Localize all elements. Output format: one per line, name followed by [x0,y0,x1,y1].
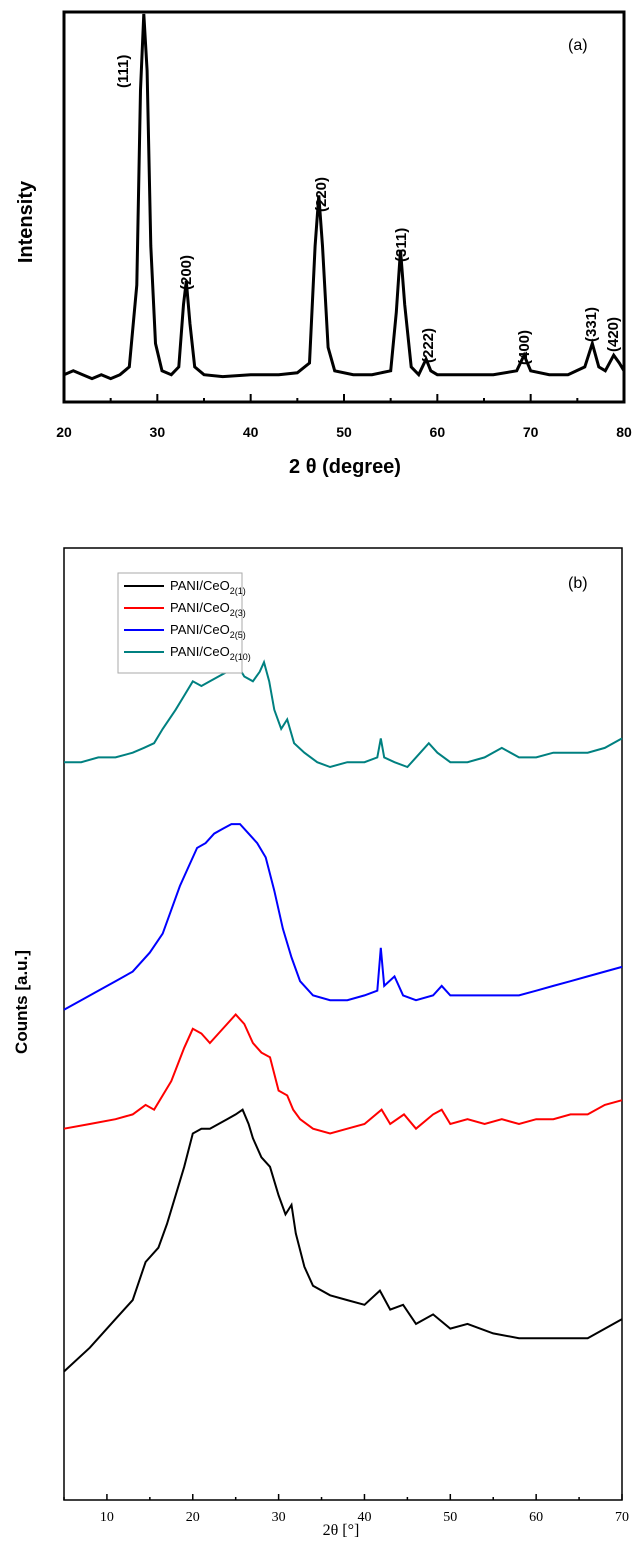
x-axis-title-a: 2 θ (degree) [289,456,401,478]
peak-label: (400) [516,330,533,365]
x-tick-label-a: 80 [616,424,632,440]
series-line-1 [63,1108,623,1373]
x-axis-b: 10 20 30 40 50 60 70 [63,1494,629,1525]
peak-labels-a: (111) (200) (220) (311) (222) (400) (331) (420) [115,55,622,365]
peak-label: (331) [583,307,600,342]
legend-label: PANI/CeO2(5) [170,622,246,640]
peak-label: (200) [178,255,195,290]
legend-box [117,572,243,674]
panel-label-a: (a) [568,37,588,54]
plot-frame-b [63,547,623,1501]
x-tick-label-a: 50 [336,424,352,440]
legend-label: PANI/CeO2(3) [170,600,246,618]
y-axis-title-a: Intensity [15,180,37,263]
panel-a: 20 30 40 50 60 70 80 (111) (200) (220) (311) (222)… [15,10,632,478]
panel-label-b: (b) [568,575,588,592]
legend-label: PANI/CeO2(1) [170,578,246,596]
peak-label: (220) [313,177,330,212]
x-tick-label-b: 40 [357,1510,371,1525]
series-lines-b [63,659,623,1373]
x-tick-label-b: 50 [443,1510,457,1525]
x-tick-label-a: 60 [430,424,446,440]
legend: PANI/CeO2(1)PANI/CeO2(3)PANI/CeO2(5)PANI… [117,572,251,674]
x-tick-label-a: 70 [523,424,539,440]
series-line-3 [63,823,623,1011]
x-tick-label-b: 70 [615,1510,629,1525]
x-tick-label-b: 20 [186,1510,200,1525]
x-axis-a: 20 30 40 50 60 70 80 [56,394,632,440]
panel-b: 10 20 30 40 50 60 70 (b) PANI/CeO2(1) PANI/CeO2… [12,547,629,1539]
peak-label: (311) [393,228,410,262]
x-tick-label-b: 10 [100,1510,114,1525]
series-line-2 [63,1013,623,1135]
x-tick-label-a: 20 [56,424,72,440]
x-axis-title-b: 2θ [°] [323,1522,360,1539]
x-tick-label-a: 40 [243,424,259,440]
x-tick-label-b: 30 [272,1510,286,1525]
peak-label: (222) [420,328,437,363]
xrd-pattern-curve [63,13,626,381]
x-tick-label-b: 60 [529,1510,543,1525]
x-tick-label-a: 30 [150,424,166,440]
series-line-4 [64,659,623,769]
peak-label: (420) [605,317,622,352]
y-axis-title-b: Counts [a.u.] [12,950,31,1054]
plot-frame-a [62,10,626,404]
peak-label: (111) [115,55,132,88]
